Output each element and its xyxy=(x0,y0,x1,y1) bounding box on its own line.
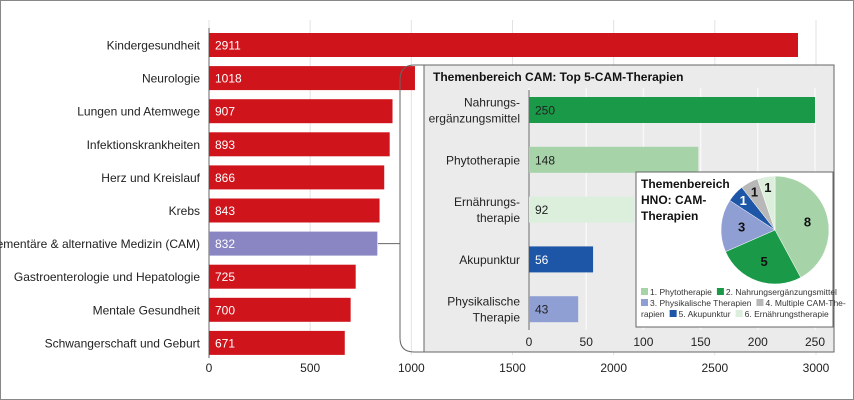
x-tick-label: 2500 xyxy=(701,361,728,375)
category-label: Gastroenterologie und Hepatologie xyxy=(14,270,200,284)
category-label: Lungen und Atemwege xyxy=(77,105,200,119)
bar xyxy=(209,297,351,322)
category-label: Krebs xyxy=(169,204,200,218)
inset-x-tick-label: 50 xyxy=(580,335,594,349)
inset-category-label: Therapie xyxy=(473,311,521,325)
inset-category-label: Physikalische xyxy=(447,295,520,309)
inset-data-label: 92 xyxy=(535,203,549,217)
bar xyxy=(209,264,356,289)
inset-category-label: therapie xyxy=(477,211,521,225)
pie-title: HNO: CAM- xyxy=(641,193,706,207)
x-tick-label: 0 xyxy=(206,361,213,375)
inset-bar xyxy=(529,296,579,323)
x-tick-label: 500 xyxy=(300,361,320,375)
inset-x-tick-label: 200 xyxy=(748,335,768,349)
x-tick-label: 2000 xyxy=(600,361,627,375)
pie-title: Therapien xyxy=(641,209,698,223)
inset-x-tick-label: 150 xyxy=(691,335,711,349)
inset-title: Themenbereich CAM: Top 5-CAM-Therapien xyxy=(433,70,683,84)
data-label: 893 xyxy=(215,138,235,152)
legend-swatch xyxy=(735,310,743,317)
pie-slice xyxy=(757,175,776,231)
x-tick-label: 1500 xyxy=(499,361,526,375)
legend-label: rapien xyxy=(641,309,665,319)
inset-x-tick-label: 100 xyxy=(633,335,653,349)
data-label: 725 xyxy=(215,270,235,284)
category-label: Neurologie xyxy=(142,72,200,86)
legend-label: 6. Ernährungstherapie xyxy=(745,309,829,319)
inset-bar xyxy=(529,146,699,173)
data-label: 843 xyxy=(215,204,235,218)
pie-title: Themenbereich xyxy=(641,177,730,191)
legend-label: 3. Physikalische Therapien xyxy=(650,298,752,308)
inset-bar xyxy=(529,246,594,273)
x-tick-label: 1000 xyxy=(398,361,425,375)
category-label: Kindergesundheit xyxy=(107,39,201,53)
pie-value-label: 1 xyxy=(740,193,747,208)
bar xyxy=(209,66,415,91)
data-label: 907 xyxy=(215,105,235,119)
data-label: 832 xyxy=(215,237,235,251)
inset-x-tick-label: 250 xyxy=(805,335,825,349)
legend-swatch xyxy=(641,288,648,295)
inset-category-label: Akupunktur xyxy=(459,253,520,267)
inset-x-tick-label: 0 xyxy=(526,335,533,349)
legend-swatch xyxy=(716,288,724,295)
category-label: Schwangerschaft und Geburt xyxy=(45,336,201,350)
legend-swatch xyxy=(641,299,648,306)
legend-swatch xyxy=(756,299,764,306)
inset-data-label: 148 xyxy=(535,153,555,167)
pie-value-label: 3 xyxy=(738,220,745,235)
bar xyxy=(209,132,390,157)
pie-value-label: 1 xyxy=(764,180,771,195)
legend-label: 2. Nahrungsergänzungsmittel xyxy=(726,287,837,297)
category-label: Herz und Kreislauf xyxy=(101,171,200,185)
inset-data-label: 250 xyxy=(535,104,555,118)
pie-value-label: 8 xyxy=(804,214,811,229)
inset-category-label: Phytotherapie xyxy=(446,153,520,167)
data-label: 2911 xyxy=(215,39,241,53)
legend-label: 4. Multiple CAM-The- xyxy=(765,298,845,308)
category-label: Infektionskrankheiten xyxy=(87,138,200,152)
legend-label: 5. Akupunktur xyxy=(679,309,731,319)
bar xyxy=(209,99,393,124)
inset-data-label: 43 xyxy=(535,303,549,317)
bar xyxy=(209,33,798,57)
pie-slice xyxy=(774,175,830,278)
inset-bar xyxy=(529,97,815,123)
inset-category-label: Nahrungs- xyxy=(464,96,520,110)
pie-value-label: 5 xyxy=(761,254,768,269)
bar xyxy=(209,165,385,190)
inset-category-label: Ernährungs- xyxy=(454,195,520,209)
bar xyxy=(209,198,380,223)
pie-value-label: 1 xyxy=(751,185,758,200)
data-label: 866 xyxy=(215,171,235,185)
data-label: 700 xyxy=(215,303,235,317)
data-label: 671 xyxy=(215,336,235,350)
category-label: Mentale Gesundheit xyxy=(93,303,201,317)
inset-bar xyxy=(529,196,635,223)
inset-data-label: 56 xyxy=(535,253,549,267)
category-label: Komplementäre & alternative Medizin (CAM… xyxy=(0,237,200,251)
bar xyxy=(209,330,345,355)
connector-brace xyxy=(378,64,424,353)
x-tick-label: 3000 xyxy=(803,361,830,375)
legend-label: 1. Phytotherapie xyxy=(650,287,712,297)
data-label: 1018 xyxy=(215,72,242,86)
inset-category-label: ergänzungsmittel xyxy=(429,112,520,126)
bar xyxy=(209,231,378,256)
pie-slice xyxy=(720,200,776,253)
legend-swatch xyxy=(669,310,677,317)
